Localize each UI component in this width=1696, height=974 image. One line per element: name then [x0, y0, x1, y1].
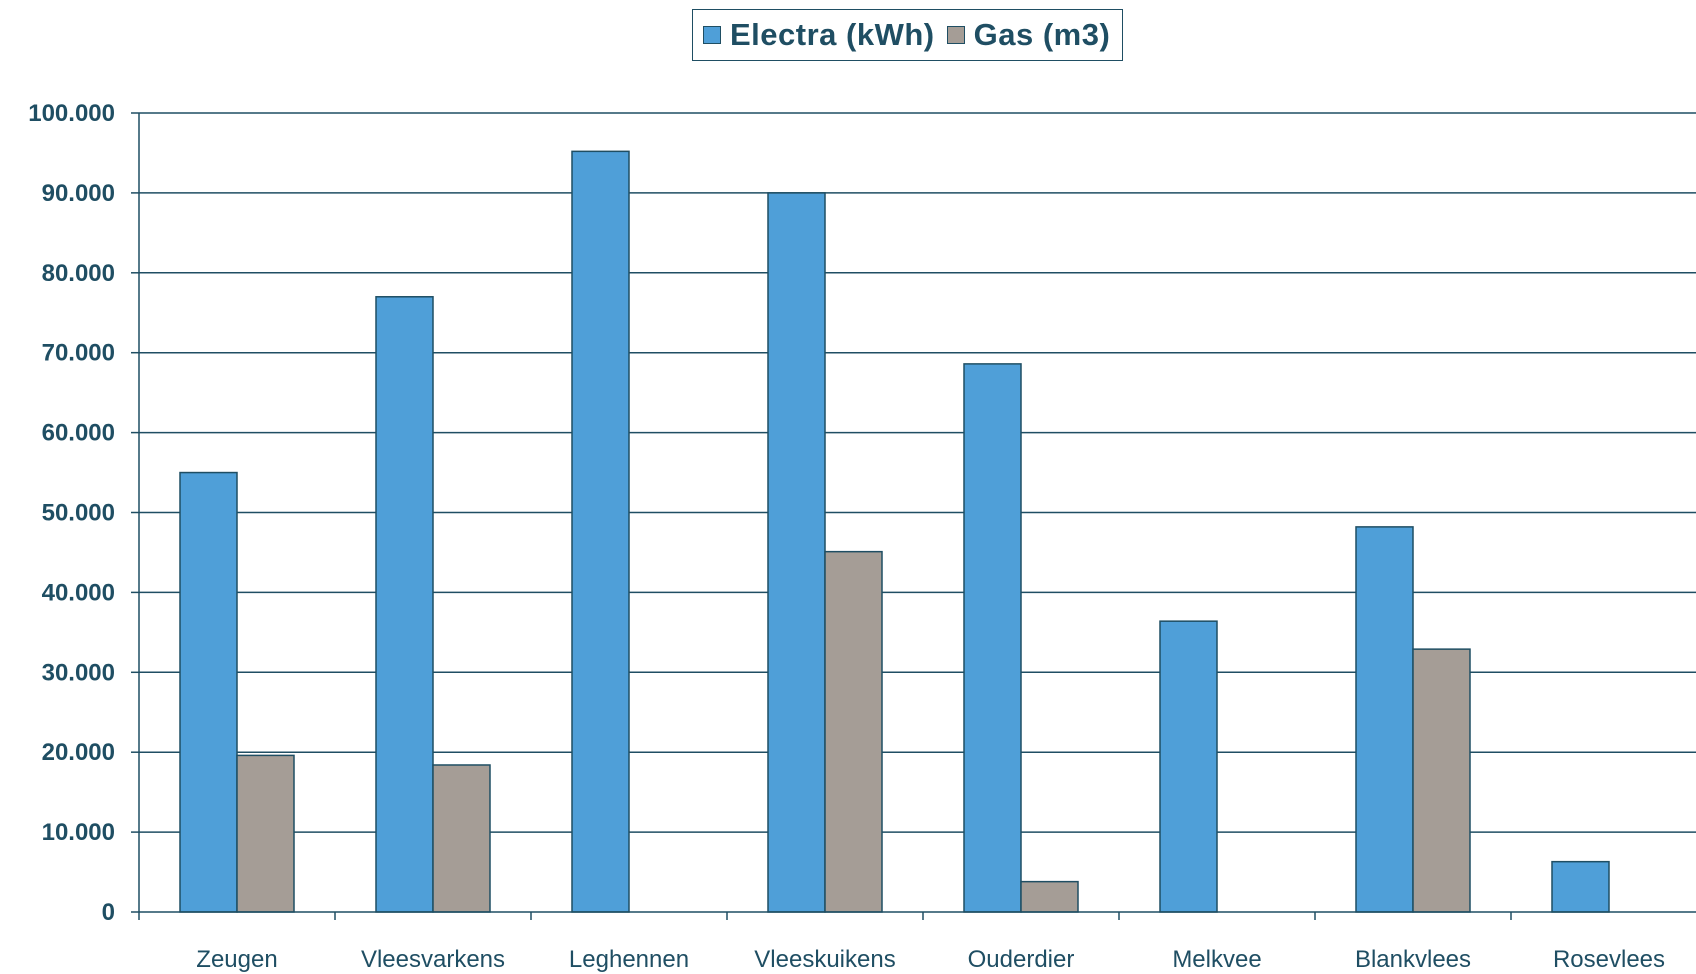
bar-electra-leghennen [571, 150, 630, 913]
x-tick-label: Melkvee [1172, 946, 1261, 973]
bar-electra-rosevlees [1551, 860, 1610, 913]
legend-item-electra: Electra (kWh) [703, 17, 935, 53]
x-tick-label: Vleesvarkens [361, 946, 505, 973]
bars [179, 150, 1610, 913]
x-tick-label: Ouderdier [968, 946, 1075, 973]
bar-gas-zeugen [236, 754, 295, 913]
bar-electra-vleeskuikens [767, 192, 826, 913]
bar-gas-vleesvarkens [432, 764, 491, 913]
legend-label-electra: Electra (kWh) [730, 17, 935, 52]
legend-swatch-electra [703, 26, 721, 44]
legend: Electra (kWh) Gas (m3) [692, 9, 1124, 61]
y-tick-label: 80.000 [42, 260, 115, 287]
x-tick-label: Leghennen [569, 946, 689, 973]
y-tick-label: 50.000 [42, 500, 115, 527]
y-tick-label: 10.000 [42, 819, 115, 846]
x-tick-label: Vleeskuikens [754, 946, 895, 973]
y-tick-label: 0 [102, 899, 115, 926]
bar-electra-zeugen [179, 471, 238, 913]
x-tick-label: Blankvlees [1355, 946, 1471, 973]
bar-gas-blankvlees [1412, 648, 1471, 913]
bar-gas-ouderdier [1020, 880, 1079, 913]
y-tick-labels: 0 10.000 20.000 30.000 40.000 50.000 60.000 70.… [28, 100, 115, 926]
legend-label-gas: Gas (m3) [973, 17, 1111, 52]
y-tick-label: 70.000 [42, 340, 115, 367]
legend-item-gas: Gas (m3) [946, 17, 1111, 53]
y-tick-label: 60.000 [42, 420, 115, 447]
x-tick-labels: Zeugen Vleesvarkens Leghennen Vleeskuikens O… [196, 946, 1665, 973]
y-tick-label: 90.000 [42, 180, 115, 207]
bar-gas-vleeskuikens [824, 550, 883, 913]
bar-electra-blankvlees [1355, 526, 1414, 913]
y-tick-label: 100.000 [28, 100, 115, 127]
bar-electra-melkvee [1159, 620, 1218, 913]
y-tick-label: 30.000 [42, 659, 115, 686]
bar-electra-vleesvarkens [375, 296, 434, 913]
axes [131, 112, 1696, 920]
y-tick-label: 20.000 [42, 739, 115, 766]
bar-electra-ouderdier [963, 363, 1022, 913]
x-tick-label: Zeugen [196, 946, 277, 973]
legend-swatch-gas [946, 26, 965, 44]
x-tick-label: Rosevlees [1553, 946, 1665, 973]
y-tick-label: 40.000 [42, 579, 115, 606]
